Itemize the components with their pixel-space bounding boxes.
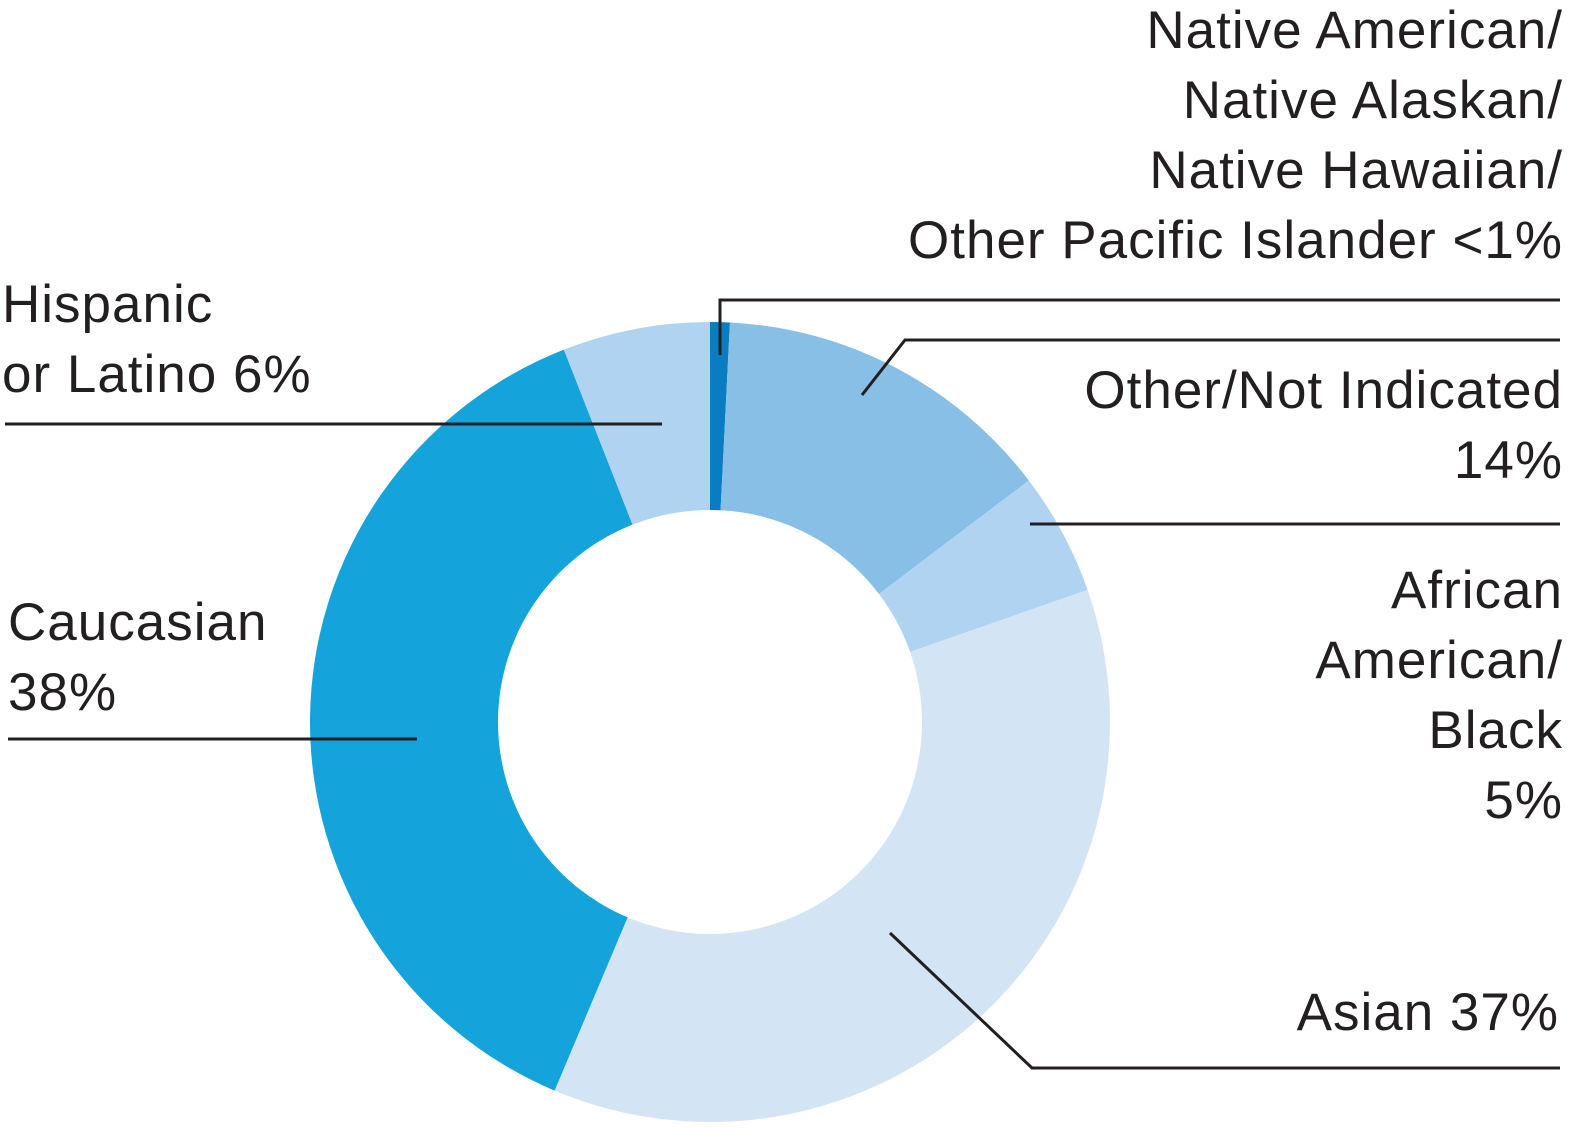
value-label: 38% — [8, 663, 118, 722]
leader-line — [860, 338, 1560, 396]
slice-label: Asian 37% — [1297, 978, 1559, 1048]
slice-label: African American/ Black 5% — [1315, 556, 1563, 836]
slice-label: Other/Not Indicated 14% — [1084, 356, 1563, 496]
value-label: 6% — [233, 345, 312, 404]
donut-slice — [554, 589, 1111, 1122]
category-label: African American/ Black — [1315, 561, 1563, 760]
category-label: Hispanic or Latino — [2, 275, 218, 404]
donut-slice — [309, 349, 633, 1091]
slice-label: Caucasian 38% — [8, 588, 267, 728]
value-label: 14% — [1453, 431, 1563, 490]
value-label: 37% — [1449, 983, 1559, 1042]
category-label: Caucasian — [8, 593, 268, 652]
slice-label: Hispanic or Latino 6% — [2, 270, 312, 410]
slice-label: Native American/ Native Alaskan/ Native … — [908, 0, 1563, 276]
value-label: 5% — [1484, 771, 1563, 830]
category-label: Other/Not Indicated — [1084, 361, 1563, 420]
donut-slice — [710, 322, 730, 511]
leader-line — [888, 931, 1560, 1070]
leader-line — [718, 298, 1560, 355]
category-label: Native American/ Native Alaskan/ Native … — [908, 1, 1563, 270]
value-label: <1% — [1452, 211, 1563, 270]
category-label: Asian — [1296, 983, 1435, 1042]
donut-slice — [720, 322, 1029, 594]
